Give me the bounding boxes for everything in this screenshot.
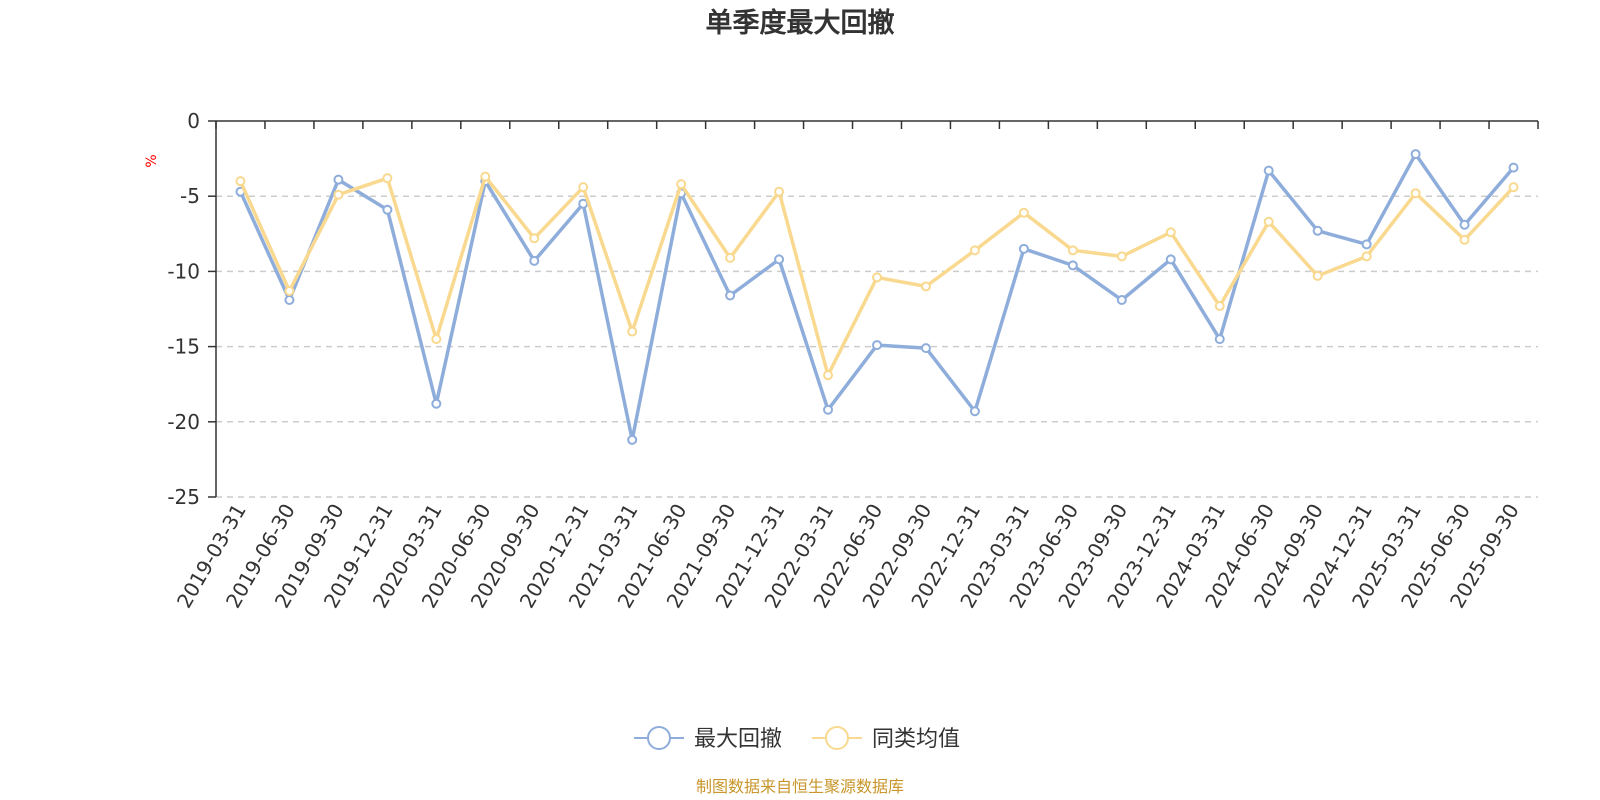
data-point — [725, 290, 736, 301]
legend-marker — [825, 726, 849, 750]
data-point — [431, 334, 442, 345]
data-point — [725, 252, 736, 263]
y-tick-label: -15 — [167, 335, 200, 359]
series-layer — [235, 149, 1519, 445]
data-point — [333, 189, 344, 200]
data-point — [920, 343, 931, 354]
y-axis-unit: % — [144, 154, 160, 167]
data-point — [1312, 225, 1323, 236]
data-point — [431, 398, 442, 409]
data-point — [920, 281, 931, 292]
legend-item-2: 同类均值 — [812, 726, 960, 752]
legend-item-1: 最大回撤 — [634, 726, 782, 752]
data-point — [1459, 219, 1470, 230]
data-point — [382, 204, 393, 215]
data-point — [1116, 251, 1127, 262]
data-point — [1410, 188, 1421, 199]
data-point — [1067, 245, 1078, 256]
data-point — [1508, 162, 1519, 173]
data-point — [284, 294, 295, 305]
series-2 — [235, 171, 1519, 381]
data-point — [1361, 251, 1372, 262]
data-point — [774, 254, 785, 265]
data-point — [529, 233, 540, 244]
data-point — [1165, 227, 1176, 238]
data-point — [1312, 270, 1323, 281]
data-point — [676, 179, 687, 190]
data-point — [1067, 260, 1078, 271]
legend-label: 最大回撤 — [694, 727, 782, 752]
y-tick-label: -5 — [180, 184, 200, 208]
series-1 — [235, 149, 1519, 445]
data-point — [529, 255, 540, 266]
legend-label: 同类均值 — [872, 727, 960, 752]
data-point — [1165, 254, 1176, 265]
data-point — [1459, 234, 1470, 245]
chart-title: 单季度最大回撤 — [706, 7, 895, 39]
data-point — [333, 174, 344, 185]
data-point — [1214, 300, 1225, 311]
data-point — [823, 404, 834, 415]
data-point — [627, 434, 638, 445]
y-tick-label: 0 — [187, 109, 200, 133]
data-point — [1018, 243, 1029, 254]
data-point — [284, 285, 295, 296]
data-point — [1508, 182, 1519, 193]
data-point — [1263, 216, 1274, 227]
y-tick-label: -20 — [167, 410, 200, 434]
data-point — [872, 272, 882, 283]
series-line — [238, 152, 1515, 442]
data-point — [627, 326, 638, 337]
data-point — [872, 340, 882, 351]
data-source-note: 制图数据来自恒生聚源数据库 — [696, 777, 904, 796]
data-point — [823, 370, 834, 381]
data-point — [578, 182, 589, 193]
data-point — [382, 173, 393, 184]
data-point — [1410, 149, 1421, 160]
data-point — [1214, 334, 1225, 345]
legend: 最大回撤 同类均值 — [634, 726, 960, 752]
data-point — [1361, 239, 1372, 250]
y-tick-label: -25 — [167, 485, 200, 509]
data-point — [480, 171, 491, 182]
data-point — [235, 176, 246, 187]
legend-marker — [647, 726, 671, 750]
data-point — [774, 186, 785, 197]
data-point — [969, 245, 980, 256]
data-point — [969, 406, 980, 417]
y-tick-label: -10 — [167, 259, 200, 283]
data-point — [1263, 165, 1274, 176]
data-point — [1116, 294, 1127, 305]
data-point — [1018, 207, 1029, 218]
